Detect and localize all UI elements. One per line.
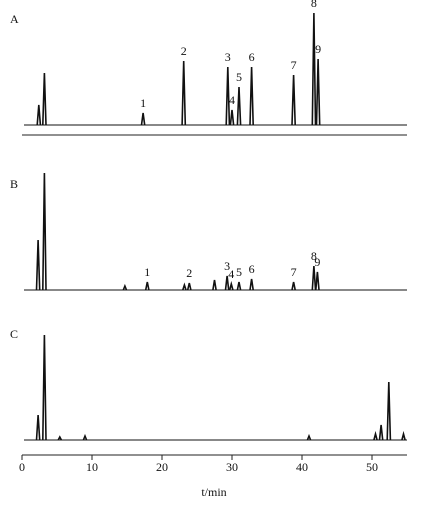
peak-label: 8 [311, 0, 317, 10]
peak [311, 265, 317, 291]
peak [315, 58, 321, 126]
peak [291, 281, 296, 291]
peak-label: 1 [144, 265, 150, 279]
peak [236, 281, 242, 291]
x-tick-label: 0 [19, 460, 25, 474]
peak [311, 12, 317, 126]
peak [181, 60, 187, 126]
peak [35, 414, 41, 441]
peak [225, 66, 231, 126]
peak-label: 3 [225, 50, 231, 64]
peak [373, 430, 378, 441]
peak-label: 4 [228, 267, 234, 281]
peak [291, 74, 296, 126]
peak-label: 3 [224, 259, 230, 273]
peak [315, 271, 320, 291]
peak-label: 2 [181, 44, 187, 58]
peak [378, 424, 384, 441]
peak [229, 109, 235, 126]
peak-label: 5 [236, 265, 242, 279]
peak [401, 430, 406, 441]
peak-label: 7 [291, 265, 297, 279]
peak-label: 9 [314, 255, 320, 269]
peak [182, 282, 187, 291]
x-tick-label: 20 [156, 460, 168, 474]
panel-label: B [10, 177, 18, 191]
peak-label: 8 [311, 249, 317, 263]
peak [249, 278, 254, 291]
peak [140, 112, 146, 126]
peak-label: 2 [186, 266, 192, 280]
panel-label: C [10, 327, 18, 341]
peak [224, 275, 230, 291]
peak [386, 381, 392, 441]
x-tick-label: 10 [86, 460, 98, 474]
panel-label: A [10, 12, 19, 26]
x-tick-label: 40 [296, 460, 308, 474]
peak-label: 9 [315, 42, 321, 56]
peak [57, 435, 63, 441]
peak [122, 283, 128, 291]
peak-label: 7 [291, 58, 297, 72]
x-tick-label: 30 [226, 460, 238, 474]
peak-label: 5 [236, 70, 242, 84]
peak [212, 279, 217, 291]
peak-label: 6 [249, 50, 255, 64]
peak [186, 282, 192, 291]
peak-label: 6 [249, 262, 255, 276]
peak [249, 66, 254, 126]
x-axis-title: t/min [201, 485, 226, 499]
peak [42, 172, 47, 291]
peak [36, 104, 42, 126]
peak [35, 239, 41, 291]
peak [42, 334, 47, 441]
peak [236, 86, 242, 126]
peak-label: 4 [229, 93, 235, 107]
peak-label: 1 [140, 96, 146, 110]
peak [42, 72, 47, 126]
x-tick-label: 50 [366, 460, 378, 474]
peak [144, 281, 150, 291]
peak [306, 433, 312, 441]
peak [82, 433, 88, 441]
peak [228, 280, 234, 291]
